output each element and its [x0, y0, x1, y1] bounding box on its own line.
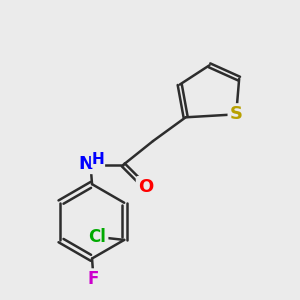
- Text: O: O: [138, 178, 153, 196]
- Text: H: H: [92, 152, 104, 167]
- Text: Cl: Cl: [88, 228, 106, 246]
- Text: N: N: [79, 155, 94, 173]
- Text: F: F: [88, 270, 99, 288]
- Text: S: S: [230, 105, 243, 123]
